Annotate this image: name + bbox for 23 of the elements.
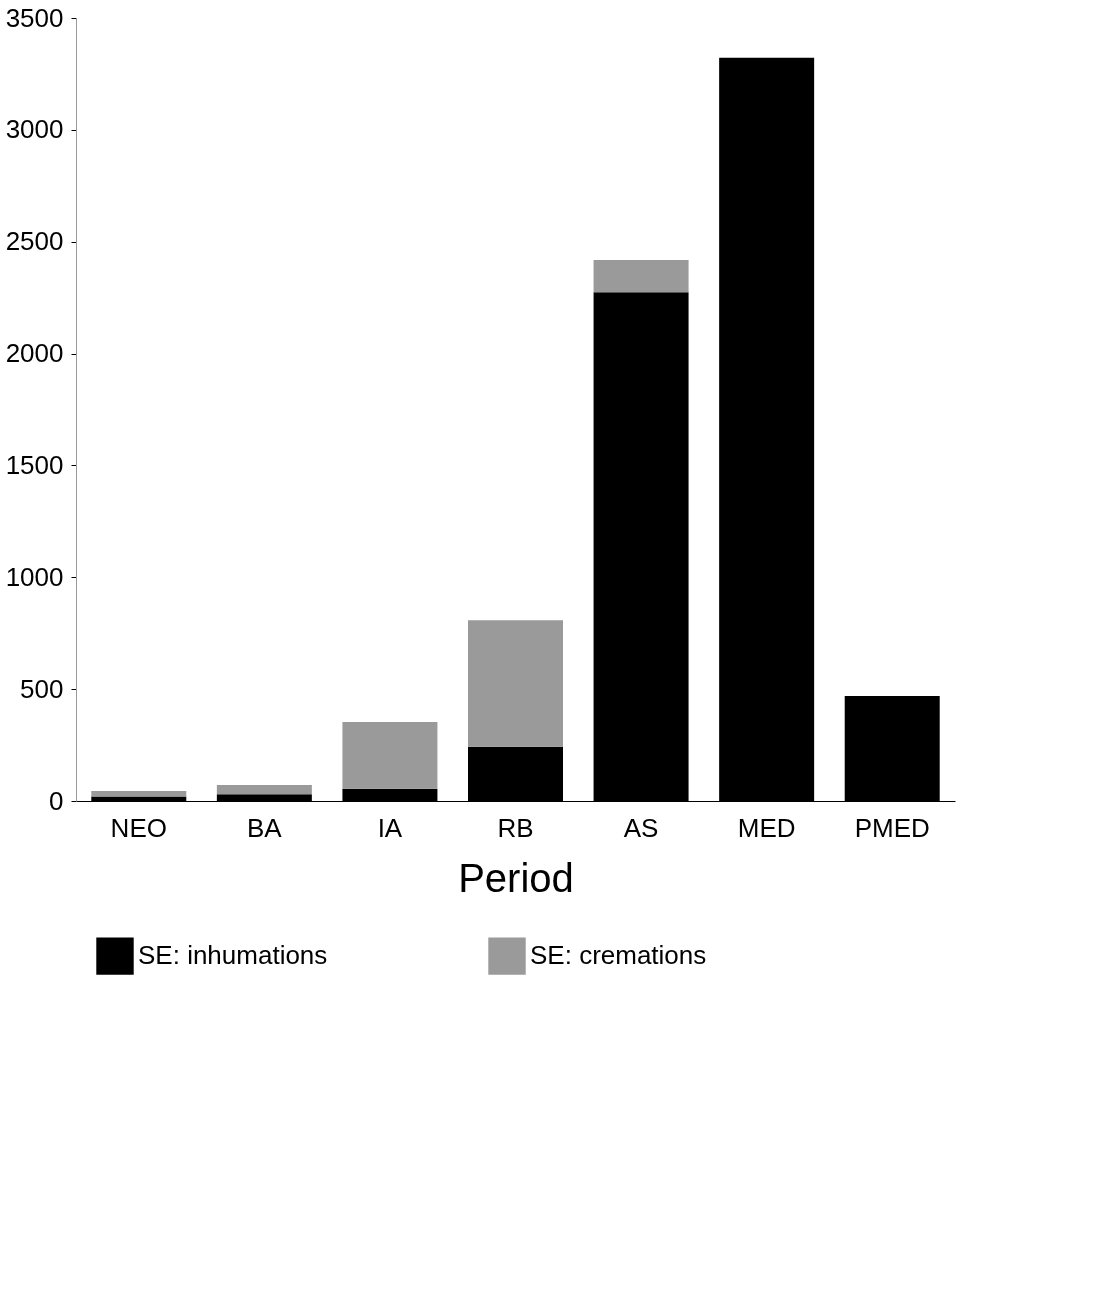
- y-tick-label: 3500: [5, 2, 64, 33]
- bar: [216, 784, 312, 795]
- bar: [342, 722, 438, 789]
- bar: [593, 260, 689, 293]
- y-tick-label: 2000: [5, 338, 64, 369]
- y-tick-label: 3000: [5, 114, 64, 145]
- y-tick-label: 1000: [5, 561, 64, 592]
- legend-label: SE: cremations: [530, 940, 707, 971]
- x-tick-label: PMED: [854, 812, 930, 843]
- y-tick-label: 2500: [5, 226, 64, 257]
- bar: [91, 790, 187, 797]
- legend-label: SE: inhumations: [138, 940, 328, 971]
- y-tick-label: 1500: [5, 449, 64, 480]
- x-tick-label: NEO: [110, 812, 167, 843]
- y-tick-label: 500: [20, 673, 64, 704]
- x-axis-title: Period: [458, 855, 574, 900]
- y-tick-label: 0: [49, 785, 64, 816]
- x-tick-label: BA: [247, 812, 283, 843]
- x-tick-label: IA: [377, 812, 403, 843]
- bar: [468, 620, 563, 747]
- x-tick-label: MED: [737, 812, 796, 843]
- x-tick-label: AS: [623, 812, 659, 843]
- x-tick-label: RB: [497, 812, 534, 843]
